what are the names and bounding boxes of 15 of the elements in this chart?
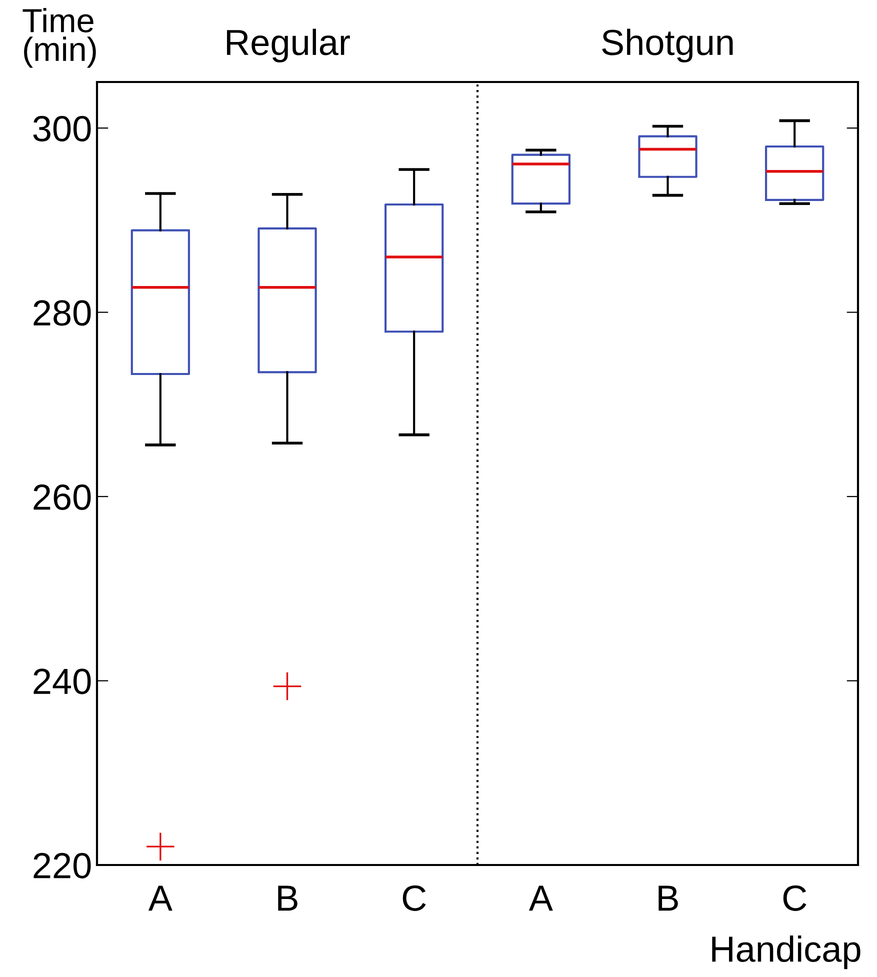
y-axis-title: Time (min) xyxy=(22,8,96,68)
y-tick-label: 220 xyxy=(34,852,91,878)
text: Regular xyxy=(226,28,350,62)
x-axis-title: Handicap xyxy=(712,935,860,970)
text: Shotgun xyxy=(602,28,733,62)
x-tick-label: B xyxy=(278,886,298,911)
x-tick-label: A xyxy=(528,886,553,911)
y-tick-label: 240 xyxy=(34,668,91,694)
x-tick-label: C xyxy=(783,885,806,911)
x-tick-label: C xyxy=(402,885,426,911)
y-tick-label: 260 xyxy=(34,484,91,510)
y-tick-label: 280 xyxy=(34,300,91,326)
x-tick-label: B xyxy=(658,886,678,911)
y-tick-label: 300 xyxy=(33,116,91,142)
x-tick-label: A xyxy=(148,886,172,911)
